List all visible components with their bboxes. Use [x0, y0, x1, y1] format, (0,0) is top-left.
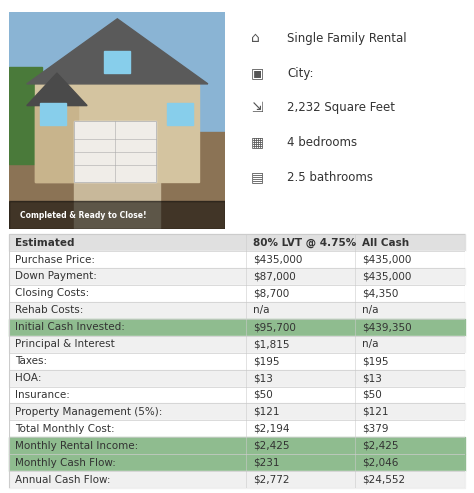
Bar [9, 285, 465, 302]
Bar [9, 268, 465, 285]
Text: $2,425: $2,425 [362, 441, 399, 451]
Text: City:: City: [287, 67, 314, 79]
Text: Total Monthly Cost:: Total Monthly Cost: [15, 424, 115, 434]
Text: Single Family Rental: Single Family Rental [287, 32, 407, 45]
Text: Monthly Rental Income:: Monthly Rental Income: [15, 441, 138, 451]
Text: 2,232 Square Feet: 2,232 Square Feet [287, 101, 395, 114]
Text: $195: $195 [362, 356, 389, 366]
Bar [9, 421, 465, 437]
Text: Purchase Price:: Purchase Price: [15, 254, 95, 265]
Text: ⌂: ⌂ [251, 32, 259, 45]
Text: $24,552: $24,552 [362, 475, 405, 485]
Text: $379: $379 [362, 424, 389, 434]
Bar [9, 370, 465, 387]
Text: $13: $13 [362, 373, 382, 383]
Polygon shape [27, 73, 87, 106]
Text: ▦: ▦ [251, 136, 264, 149]
Text: Monthly Cash Flow:: Monthly Cash Flow: [15, 458, 116, 468]
Text: $439,350: $439,350 [362, 322, 412, 332]
Text: $435,000: $435,000 [253, 254, 302, 265]
Bar [9, 454, 465, 471]
Polygon shape [27, 19, 208, 84]
Text: $2,425: $2,425 [253, 441, 290, 451]
Bar [9, 403, 465, 421]
Bar [36, 106, 79, 181]
Text: $87,000: $87,000 [253, 272, 296, 282]
Text: Closing Costs:: Closing Costs: [15, 288, 89, 298]
Text: $2,194: $2,194 [253, 424, 290, 434]
Bar [9, 319, 465, 336]
Text: ▤: ▤ [251, 170, 264, 184]
Bar [9, 12, 225, 132]
Text: ▣: ▣ [251, 66, 264, 80]
Text: 2.5 bathrooms: 2.5 bathrooms [287, 171, 373, 184]
Text: Insurance:: Insurance: [15, 390, 70, 400]
Bar [74, 121, 156, 181]
Bar [9, 67, 42, 164]
Bar [9, 471, 465, 488]
Bar [9, 387, 465, 403]
Text: $50: $50 [253, 390, 273, 400]
Text: $8,700: $8,700 [253, 288, 289, 298]
Text: 80% LVT @ 4.75%: 80% LVT @ 4.75% [253, 238, 356, 248]
Bar [9, 352, 465, 370]
Text: $2,772: $2,772 [253, 475, 290, 485]
Text: Completed & Ready to Close!: Completed & Ready to Close! [20, 211, 147, 220]
Text: $121: $121 [253, 407, 280, 417]
Bar [74, 169, 160, 229]
Text: $195: $195 [253, 356, 280, 366]
Text: Down Payment:: Down Payment: [15, 272, 97, 282]
Bar [9, 302, 465, 319]
Text: n/a: n/a [253, 305, 269, 316]
Bar [9, 201, 225, 229]
Text: n/a: n/a [362, 305, 379, 316]
Bar [9, 336, 465, 352]
Text: Principal & Interest: Principal & Interest [15, 339, 115, 349]
Bar [9, 437, 465, 454]
Text: $435,000: $435,000 [362, 254, 411, 265]
Text: $231: $231 [253, 458, 280, 468]
Bar [104, 51, 130, 73]
Bar [9, 251, 465, 268]
Bar [9, 132, 225, 229]
Text: $13: $13 [253, 373, 273, 383]
Text: $121: $121 [362, 407, 389, 417]
Text: Annual Cash Flow:: Annual Cash Flow: [15, 475, 110, 485]
Text: Rehab Costs:: Rehab Costs: [15, 305, 83, 316]
Text: Taxes:: Taxes: [15, 356, 47, 366]
Text: $4,350: $4,350 [362, 288, 399, 298]
Text: All Cash: All Cash [362, 238, 409, 247]
Text: $2,046: $2,046 [362, 458, 399, 468]
Text: $95,700: $95,700 [253, 322, 296, 332]
Bar [74, 121, 156, 181]
Text: Initial Cash Invested:: Initial Cash Invested: [15, 322, 125, 332]
Bar [40, 104, 65, 125]
Text: n/a: n/a [362, 339, 379, 349]
Text: ⇲: ⇲ [251, 101, 262, 115]
Bar [36, 84, 199, 181]
Bar [9, 234, 465, 251]
Text: $1,815: $1,815 [253, 339, 290, 349]
Bar [167, 104, 193, 125]
Text: HOA:: HOA: [15, 373, 41, 383]
Text: $50: $50 [362, 390, 382, 400]
Text: Property Management (5%):: Property Management (5%): [15, 407, 162, 417]
Text: $435,000: $435,000 [362, 272, 411, 282]
Text: 4 bedrooms: 4 bedrooms [287, 136, 357, 149]
Text: Estimated: Estimated [15, 238, 74, 247]
